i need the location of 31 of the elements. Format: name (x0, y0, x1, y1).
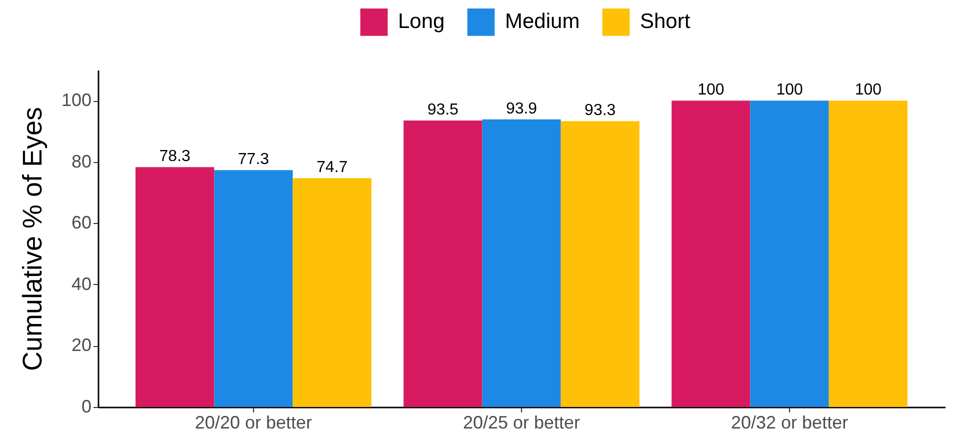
data-label: 93.5 (427, 102, 459, 119)
data-label: 93.3 (584, 102, 616, 120)
bar (828, 100, 908, 407)
data-label: 74.7 (316, 159, 348, 176)
y-axis-title: Cumulative % of Eyes (17, 106, 48, 372)
bar (136, 167, 214, 407)
data-label: 77.3 (238, 151, 270, 168)
data-label: 100 (854, 82, 882, 99)
x-tick-label: 20/20 or better (194, 412, 312, 432)
bar (482, 119, 561, 407)
legend-label: Short (640, 10, 690, 34)
bar (560, 121, 640, 407)
legend-label: Long (398, 10, 445, 34)
y-tick-label: 80 (71, 151, 92, 172)
data-label: 93.9 (506, 100, 538, 118)
bar (672, 100, 750, 407)
bar (292, 178, 372, 407)
y-tick-label: 60 (71, 212, 92, 233)
y-tick-label: 100 (61, 90, 92, 110)
bar (750, 100, 829, 407)
data-label: 78.3 (159, 148, 191, 166)
bar (404, 120, 482, 407)
bar (214, 170, 293, 407)
data-label: 100 (776, 82, 803, 99)
y-tick-label: 40 (71, 274, 92, 294)
x-tick-label: 20/32 or better (730, 412, 848, 432)
legend-label: Medium (505, 10, 580, 34)
y-tick-label: 20 (71, 335, 92, 356)
data-label: 100 (698, 82, 724, 99)
x-tick-label: 20/25 or better (462, 412, 580, 432)
y-tick-label: 0 (81, 396, 92, 416)
